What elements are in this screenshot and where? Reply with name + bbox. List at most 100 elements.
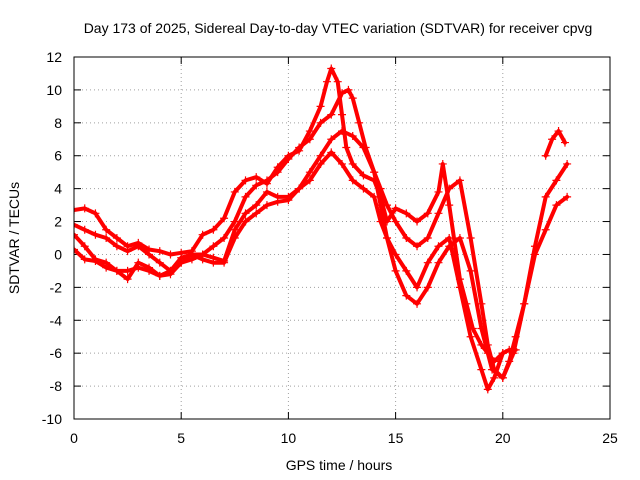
data-point [262,176,271,185]
data-point [123,275,132,284]
data-point [187,250,196,259]
data-point [155,271,164,280]
data-point [342,143,351,152]
data-point [102,234,111,242]
data-point [413,299,422,308]
data-point [262,201,271,210]
data-point [209,258,218,267]
data-point [273,168,282,177]
data-point [305,135,314,144]
data-point [413,242,422,251]
x-tick-label: 5 [177,430,185,446]
data-point [220,258,229,267]
data-point [402,291,411,300]
data-point [209,225,218,234]
data-point [80,225,89,234]
data-point [80,255,89,264]
data-point [466,266,475,275]
data-point [198,255,207,264]
data-point [252,173,261,182]
data-point [560,138,569,147]
series-track-4 [74,148,507,394]
data-point [220,234,229,242]
y-tick-label: -8 [50,378,63,394]
data-point [102,225,111,234]
data-point [520,299,529,308]
x-axis-label: GPS time / hours [286,457,393,473]
data-point [370,168,379,177]
data-point [166,250,175,259]
data-point [241,209,250,218]
data-point [434,187,443,196]
x-tick-labels: 0 5 10 15 20 25 [70,430,618,446]
data-point [91,257,100,266]
data-point [348,94,357,103]
data-point [220,214,229,223]
data-point [166,266,175,275]
data-point [548,135,557,144]
data-point [112,234,121,242]
series-track-2 [74,85,572,382]
x-tick-label: 10 [281,430,297,446]
data-point [91,230,100,239]
data-point [423,234,432,242]
data-point [333,77,342,86]
data-point [541,151,550,160]
data-point [322,77,331,86]
data-point [413,217,422,226]
data-point [295,184,304,193]
series-line [74,66,518,364]
data-point [391,266,400,275]
data-point [391,204,400,213]
data-point [370,192,379,201]
data-point [327,64,336,73]
y-tick-label: 12 [46,49,62,65]
data-point [554,127,563,136]
data-point [80,242,89,251]
chart-title: Day 173 of 2025, Sidereal Day-to-day VTE… [84,20,593,36]
data-point [134,242,143,251]
data-point [284,155,293,164]
data-point [391,250,400,259]
data-series [74,64,572,394]
data-point [466,332,475,341]
data-point [252,201,261,210]
data-point [376,217,385,226]
data-point [402,266,411,275]
x-tick-label: 0 [70,430,78,446]
data-point [434,258,443,267]
data-point [134,258,143,267]
data-point [402,234,411,242]
data-point [445,234,454,242]
data-point [563,159,572,168]
data-point [434,242,443,251]
data-point [355,118,364,127]
y-tick-label: -4 [50,312,63,328]
y-tick-label: 10 [46,82,62,98]
series-track-5 [541,127,569,160]
data-point [252,181,261,190]
data-point [123,266,132,275]
data-point [530,250,539,259]
data-point [316,151,325,160]
data-point [112,242,121,251]
y-axis-label: SDTVAR / TECUs [6,182,22,294]
data-point [145,250,154,259]
data-point [455,283,464,292]
data-point [241,217,250,226]
data-point [402,209,411,218]
data-point [383,234,392,242]
data-point [316,102,325,111]
data-point [541,192,550,201]
data-point [80,204,89,213]
x-tick-label: 20 [495,430,511,446]
data-point [112,266,121,275]
data-point [305,168,314,177]
data-point [498,373,507,382]
data-point [145,263,154,272]
x-tick-label: 25 [602,430,618,446]
data-point [209,242,218,251]
data-point [305,127,314,136]
data-point [241,176,250,185]
